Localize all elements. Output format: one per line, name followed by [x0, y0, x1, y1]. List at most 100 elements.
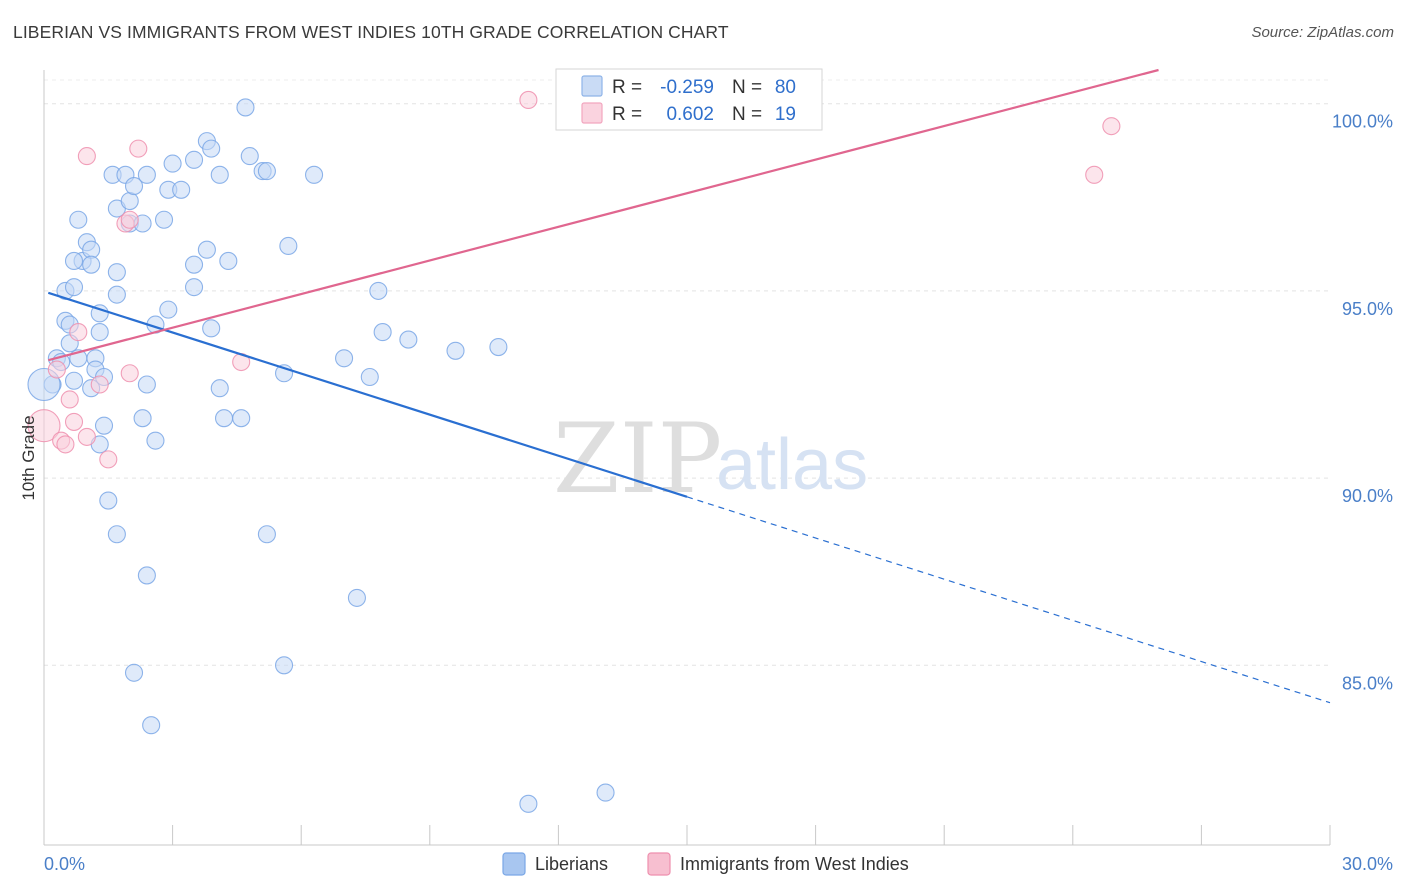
point-liberians	[305, 165, 324, 184]
y-axis-label: 10th Grade	[19, 415, 38, 500]
point-liberians	[124, 177, 144, 196]
point-liberians	[197, 240, 216, 259]
legend-r-value: -0.259	[660, 77, 714, 98]
y-tick-label: 95.0%	[1342, 299, 1393, 319]
legend-n-label: N =	[732, 77, 762, 98]
point-liberians	[142, 716, 161, 735]
point-liberians	[64, 371, 84, 390]
point-liberians	[373, 323, 392, 342]
watermark: ZIP atlas	[553, 403, 868, 515]
bottom-legend-swatch-liberians	[502, 852, 526, 876]
bottom-legend-label-west-indies: Immigrants from West Indies	[680, 854, 909, 874]
watermark-zip: ZIP	[553, 403, 722, 515]
point-liberians	[184, 150, 204, 169]
watermark-atlas: atlas	[716, 425, 868, 505]
point-liberians	[137, 165, 156, 184]
point-liberians	[137, 375, 156, 394]
point-west-indies	[129, 139, 148, 158]
point-liberians	[69, 210, 88, 229]
legend-n-value: 80	[775, 77, 796, 98]
y-tick-label: 85.0%	[1342, 673, 1393, 693]
point-liberians	[184, 255, 204, 274]
legend-r-value: 0.602	[666, 104, 714, 125]
point-west-indies	[1085, 165, 1104, 184]
point-liberians	[360, 367, 379, 387]
point-liberians	[137, 566, 156, 585]
point-liberians	[133, 409, 152, 428]
point-west-indies	[56, 435, 75, 454]
point-west-indies	[1102, 117, 1121, 136]
point-liberians	[240, 147, 259, 166]
point-liberians	[124, 663, 144, 682]
legend-r-label: R =	[612, 77, 642, 98]
point-liberians	[154, 210, 174, 229]
y-tick-label: 90.0%	[1342, 486, 1393, 506]
point-liberians	[146, 431, 165, 450]
point-liberians	[64, 278, 84, 297]
point-liberians	[64, 251, 84, 270]
point-west-indies	[64, 412, 84, 431]
legend-n-label: N =	[732, 104, 762, 125]
point-liberians	[257, 162, 276, 181]
point-west-indies	[69, 323, 88, 342]
chart-title: LIBERIAN VS IMMIGRANTS FROM WEST INDIES …	[13, 22, 729, 42]
point-liberians	[335, 349, 354, 368]
point-liberians	[257, 525, 276, 544]
point-liberians	[120, 191, 139, 211]
point-west-indies	[120, 210, 139, 229]
point-liberians	[214, 409, 234, 428]
point-liberians	[202, 139, 221, 158]
point-liberians	[99, 491, 118, 510]
point-liberians	[202, 319, 221, 338]
point-liberians	[210, 379, 229, 398]
point-liberians	[172, 180, 191, 199]
point-west-indies	[99, 450, 118, 469]
point-west-indies	[120, 364, 139, 383]
trend-lines	[47, 68, 1331, 704]
point-liberians	[232, 409, 251, 428]
point-liberians	[446, 341, 465, 360]
point-liberians	[369, 281, 388, 300]
y-tick-labels: 85.0% 90.0% 95.0% 100.0%	[1332, 112, 1393, 694]
point-liberians	[399, 330, 418, 349]
series-legend: Liberians Immigrants from West Indies	[502, 852, 909, 876]
bottom-legend-label-liberians: Liberians	[535, 854, 608, 874]
point-liberians	[90, 323, 109, 342]
point-west-indies	[77, 147, 96, 166]
point-liberians	[519, 794, 538, 813]
point-liberians	[163, 154, 182, 173]
point-west-indies	[90, 375, 109, 394]
point-west-indies	[519, 90, 538, 110]
point-liberians	[184, 278, 204, 297]
point-liberians	[236, 98, 255, 117]
legend-r-label: R =	[612, 104, 642, 125]
y-tick-label: 100.0%	[1332, 112, 1393, 132]
point-liberians	[107, 263, 126, 282]
point-liberians	[596, 783, 615, 802]
source-label: Source: ZipAtlas.com	[1251, 24, 1394, 41]
point-liberians	[107, 525, 126, 544]
grid-lines	[44, 79, 1330, 666]
x-tick-labels: 0.0% 30.0%	[44, 854, 1393, 874]
point-west-indies	[47, 360, 66, 379]
bottom-legend-swatch-west-indies	[647, 852, 671, 876]
trend-line-west-indies	[48, 68, 1159, 362]
stats-legend: R = -0.259 N = 80 R = 0.602 N = 19	[555, 68, 823, 131]
x-tick-label: 0.0%	[44, 854, 85, 874]
point-liberians	[90, 304, 109, 323]
point-liberians	[82, 255, 101, 274]
point-west-indies	[27, 409, 61, 443]
point-west-indies	[77, 427, 96, 446]
trend-line-liberians	[47, 291, 688, 498]
legend-swatch-west-indies	[581, 102, 603, 124]
trend-line-liberians-extension	[686, 496, 1331, 704]
point-liberians	[94, 416, 114, 435]
x-tick-label: 30.0%	[1342, 854, 1393, 874]
point-liberians	[347, 588, 366, 607]
point-liberians	[210, 165, 229, 184]
point-liberians	[489, 338, 508, 357]
point-liberians	[159, 300, 178, 319]
point-west-indies	[60, 390, 79, 409]
point-liberians	[219, 251, 238, 270]
